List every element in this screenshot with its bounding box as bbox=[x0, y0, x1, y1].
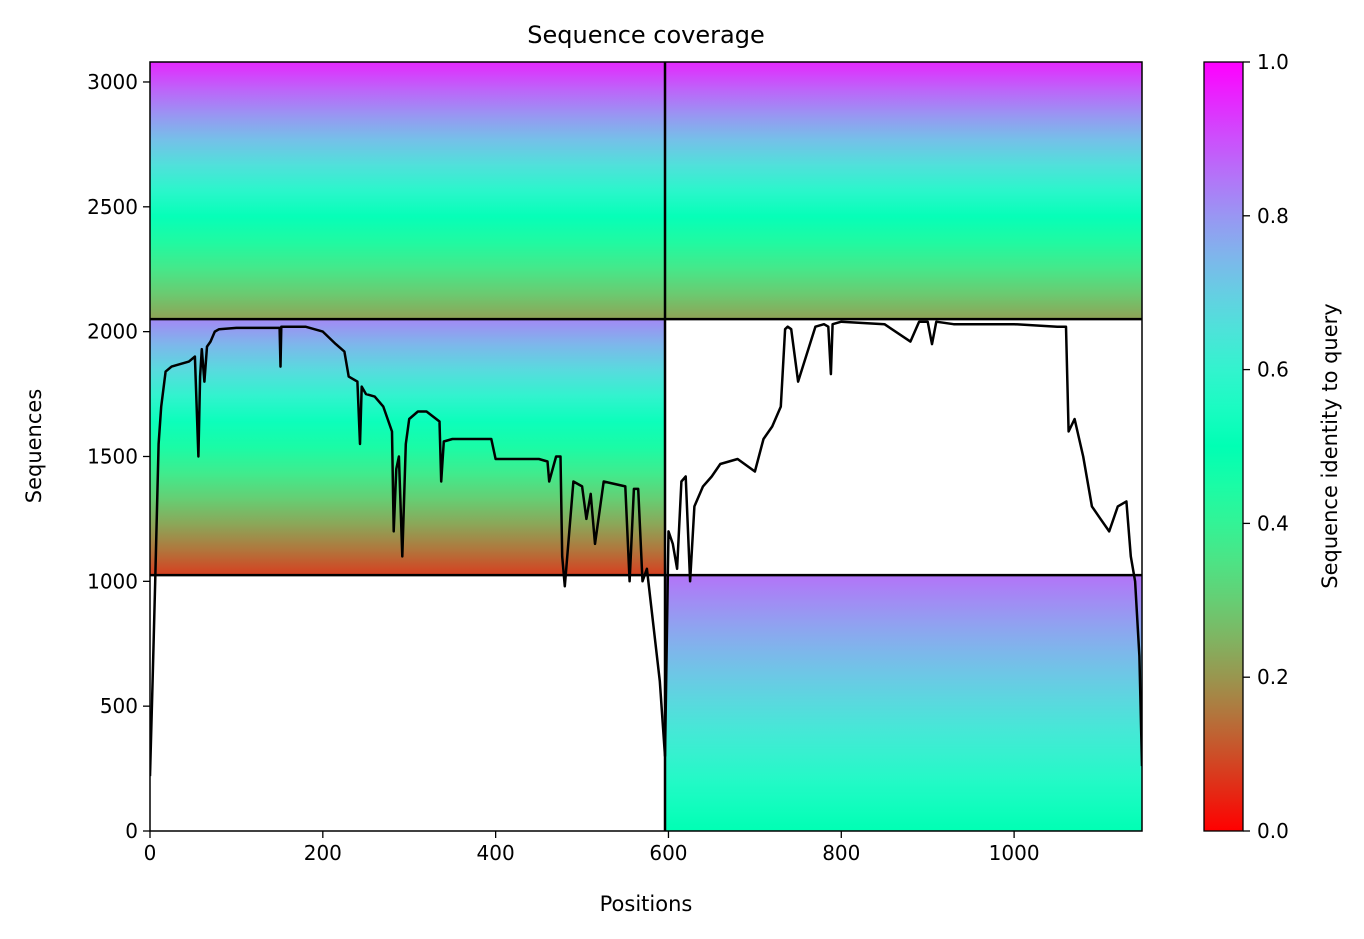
coverage-line bbox=[150, 320, 1142, 777]
chart-title: Sequence coverage bbox=[527, 21, 764, 49]
coverage-blocks bbox=[150, 62, 1142, 831]
coverage-block bbox=[150, 62, 666, 320]
x-tick-label: 0 bbox=[144, 841, 157, 865]
plot-frame bbox=[149, 61, 1143, 832]
y-tick-label: 2500 bbox=[87, 195, 138, 219]
y-axis-label: Sequences bbox=[22, 389, 46, 504]
colorbar-tick-label: 0.4 bbox=[1257, 511, 1289, 535]
x-tick-label: 600 bbox=[649, 841, 687, 865]
y-tick-label: 1000 bbox=[87, 569, 138, 593]
x-tick-label: 800 bbox=[822, 841, 860, 865]
colorbar-tick-label: 1.0 bbox=[1257, 50, 1289, 74]
colorbar-tick-label: 0.2 bbox=[1257, 665, 1289, 689]
colorbar-gradient bbox=[1203, 61, 1244, 832]
x-tick-label: 200 bbox=[304, 841, 342, 865]
coverage-block bbox=[665, 62, 1142, 320]
y-tick-label: 0 bbox=[125, 819, 138, 843]
colorbar-tick-label: 0.6 bbox=[1257, 358, 1289, 382]
coverage-block bbox=[150, 319, 666, 576]
x-axis-label: Positions bbox=[600, 892, 693, 916]
y-tick-label: 500 bbox=[100, 694, 138, 718]
x-axis: 0 200 400 600 800 1000 bbox=[144, 831, 1040, 865]
y-tick-label: 2000 bbox=[87, 320, 138, 344]
y-tick-label: 1500 bbox=[87, 444, 138, 468]
colorbar-tick-label: 0.0 bbox=[1257, 819, 1289, 843]
colorbar: 0.0 0.2 0.4 0.6 0.8 1.0 bbox=[1203, 50, 1289, 843]
x-tick-label: 1000 bbox=[989, 841, 1040, 865]
y-axis: 0 500 1000 1500 2000 2500 3000 bbox=[87, 70, 150, 843]
colorbar-tick-label: 0.8 bbox=[1257, 204, 1289, 228]
coverage-block bbox=[665, 575, 1142, 831]
x-tick-label: 400 bbox=[477, 841, 515, 865]
colorbar-label: Sequence identity to query bbox=[1318, 303, 1342, 588]
y-tick-label: 3000 bbox=[87, 70, 138, 94]
